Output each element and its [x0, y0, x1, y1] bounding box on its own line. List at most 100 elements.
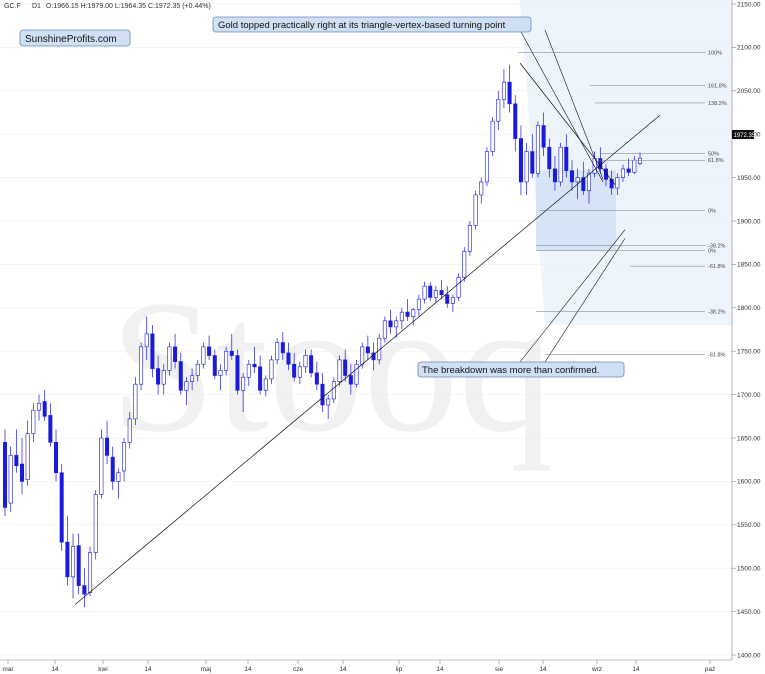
candle-body: [93, 494, 98, 553]
candle: [184, 377, 189, 406]
candle: [173, 333, 178, 369]
fib-level-label: 50%: [708, 151, 719, 157]
candle-body: [360, 346, 365, 365]
candle: [25, 420, 30, 486]
x-tick-label: cze: [293, 666, 304, 673]
candle: [581, 161, 586, 195]
top-annotation: Gold topped practically right at its tri…: [212, 16, 532, 33]
ticker: GC.F: [4, 3, 21, 10]
x-tick-label: mar: [2, 666, 14, 673]
candle-body: [450, 297, 455, 304]
candle: [263, 375, 268, 397]
candle: [88, 546, 93, 596]
candle-body: [615, 177, 620, 189]
candle: [326, 394, 331, 419]
y-tick-label: 1450.00: [737, 609, 761, 616]
candle-body: [620, 168, 625, 178]
y-tick-label: 1500.00: [737, 566, 761, 573]
candle-body: [331, 381, 336, 400]
candle-body: [275, 342, 280, 361]
candle: [422, 281, 427, 304]
candle: [224, 346, 229, 376]
interval: D1: [32, 3, 41, 10]
candle-body: [110, 456, 115, 482]
candle: [348, 364, 353, 395]
top-annotation-pointer: [519, 29, 604, 183]
candle: [54, 429, 59, 482]
candle-body: [507, 81, 512, 105]
candle: [275, 338, 280, 365]
candle-body: [235, 355, 240, 391]
candle: [405, 299, 410, 321]
candle-body: [445, 294, 450, 304]
candle: [122, 438, 127, 482]
x-tick-label: kwi: [98, 666, 107, 673]
candle-body: [76, 545, 81, 586]
rising-support-line: [74, 114, 661, 605]
candle: [462, 247, 467, 282]
candle: [116, 468, 121, 499]
candle-body: [122, 442, 127, 472]
candle-body: [309, 355, 314, 374]
candle: [445, 286, 450, 308]
candle: [331, 377, 336, 404]
candle-body: [144, 333, 149, 348]
candle-body: [190, 375, 195, 382]
candle-body: [405, 311, 410, 317]
y-tick-label: 1700.00: [737, 392, 761, 399]
candle: [269, 355, 274, 385]
candle-body: [2, 442, 8, 508]
last-price-tag: 1972.35: [732, 130, 756, 139]
grid: [0, 3, 732, 656]
candle: [139, 342, 144, 391]
candle-body: [411, 309, 416, 317]
candle-body: [263, 378, 268, 391]
candle: [82, 568, 87, 608]
fib-level-label: -61.8%: [708, 353, 726, 359]
candle-body: [184, 381, 189, 391]
candle: [65, 516, 70, 586]
candle: [195, 359, 200, 382]
candle: [479, 177, 484, 204]
candle: [292, 352, 297, 382]
fib-level-label: -38.2%: [708, 243, 726, 249]
candle: [411, 307, 416, 326]
candle-body: [201, 346, 206, 365]
x-tick-label: paź: [705, 666, 715, 673]
candle: [207, 335, 212, 360]
candle: [246, 359, 251, 386]
fib-level-label: -38.2%: [708, 309, 726, 315]
candle-body: [314, 372, 319, 385]
candle: [2, 429, 8, 517]
candle-body: [581, 177, 586, 191]
candle: [450, 294, 455, 313]
candle: [343, 349, 348, 382]
candle-body: [547, 146, 552, 170]
x-tick-label: 14: [339, 666, 347, 673]
ohlc-readout: O:1966.15 H:1979.00 L:1964.35 C:1972.35 …: [46, 3, 211, 10]
candle-body: [399, 311, 404, 322]
candle: [42, 390, 47, 421]
candle: [615, 173, 620, 195]
candle-body: [422, 285, 427, 300]
candle: [71, 533, 76, 599]
candle-body: [229, 350, 234, 356]
fib-level-label: 138.2%: [708, 101, 727, 107]
candle: [190, 368, 195, 391]
candle-body: [54, 442, 59, 474]
y-tick-label: 1800.00: [737, 305, 761, 312]
x-tick-label: wrz: [591, 666, 602, 673]
brand-text: SunshineProfits.com: [25, 34, 117, 45]
candle: [569, 160, 574, 191]
candle: [110, 446, 115, 491]
candle-body: [456, 277, 461, 298]
candle-body: [161, 369, 166, 385]
candle: [416, 294, 421, 317]
x-tick-label: 14: [539, 666, 547, 673]
x-tick-label: 14: [436, 666, 444, 673]
candle: [314, 361, 319, 391]
candle-body: [552, 168, 557, 183]
candle: [388, 309, 393, 334]
candle-body: [479, 181, 484, 196]
